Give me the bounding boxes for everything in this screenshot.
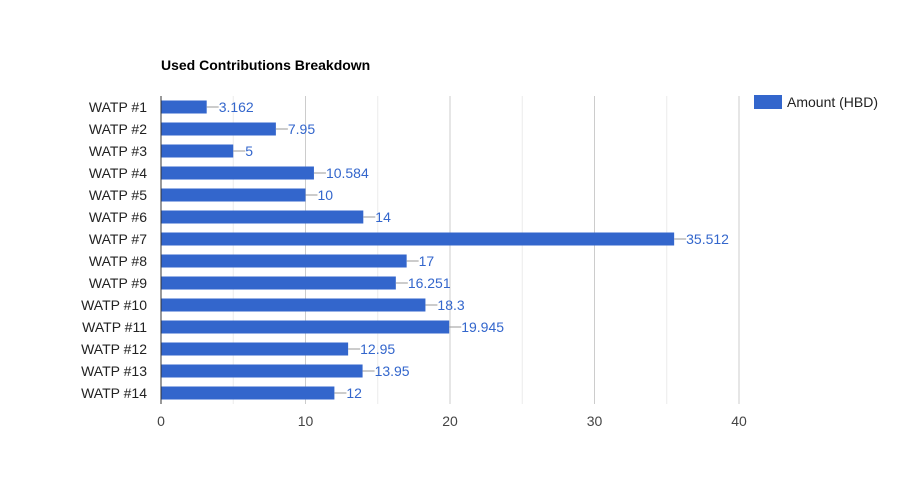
data-label: 13.95 — [375, 363, 410, 379]
gridlines — [232, 96, 740, 404]
chart-title: Used Contributions Breakdown — [161, 57, 370, 73]
category-label: WATP #7 — [89, 231, 147, 247]
axes: 0 10 20 30 40 WATP #1 WATP #2 WATP #3 WATP #4 WAT… — [81, 96, 747, 429]
data-label: 10.584 — [326, 165, 369, 181]
x-tick-label: 20 — [442, 413, 458, 429]
bar — [161, 276, 396, 290]
data-label: 3.162 — [219, 99, 254, 115]
data-label: 19.945 — [461, 319, 504, 335]
category-label: WATP #10 — [81, 297, 147, 313]
category-label: WATP #8 — [89, 253, 147, 269]
category-label: WATP #6 — [89, 209, 147, 225]
bar — [161, 342, 349, 356]
category-label: WATP #13 — [81, 363, 147, 379]
data-label: 14 — [375, 209, 391, 225]
bar — [161, 298, 426, 312]
data-label: 17 — [419, 253, 435, 269]
bar — [161, 100, 207, 114]
category-label: WATP #1 — [89, 99, 147, 115]
x-tick-label: 30 — [587, 413, 603, 429]
category-label: WATP #2 — [89, 121, 147, 137]
bar — [161, 210, 364, 224]
category-label: WATP #11 — [82, 319, 147, 335]
legend-label: Amount (HBD) — [787, 94, 878, 110]
category-label: WATP #14 — [81, 385, 147, 401]
category-label: WATP #3 — [89, 143, 147, 159]
category-label: WATP #12 — [81, 341, 147, 357]
category-label: WATP #4 — [89, 165, 147, 181]
data-label: 5 — [245, 143, 253, 159]
data-label: 18.3 — [437, 297, 464, 313]
bars: 3.162 7.95 5 10.584 10 14 35.512 17 16.251 18.3 19… — [161, 99, 729, 401]
legend-swatch — [754, 95, 782, 109]
bar — [161, 254, 407, 268]
data-label: 12.95 — [360, 341, 395, 357]
bar — [161, 364, 363, 378]
category-label: WATP #9 — [89, 275, 147, 291]
data-label: 35.512 — [686, 231, 729, 247]
bar — [161, 386, 335, 400]
bar — [161, 122, 276, 136]
x-tick-label: 40 — [731, 413, 747, 429]
bar — [161, 144, 234, 158]
bar — [161, 188, 306, 202]
x-tick-label: 10 — [298, 413, 314, 429]
data-label: 7.95 — [288, 121, 315, 137]
legend[interactable]: Amount (HBD) — [754, 94, 878, 110]
data-label: 10 — [318, 187, 334, 203]
bar — [161, 232, 675, 246]
bar — [161, 166, 314, 180]
bar — [161, 320, 450, 334]
data-label: 12 — [346, 385, 362, 401]
x-tick-label: 0 — [157, 413, 165, 429]
category-label: WATP #5 — [89, 187, 147, 203]
data-label: 16.251 — [408, 275, 451, 291]
